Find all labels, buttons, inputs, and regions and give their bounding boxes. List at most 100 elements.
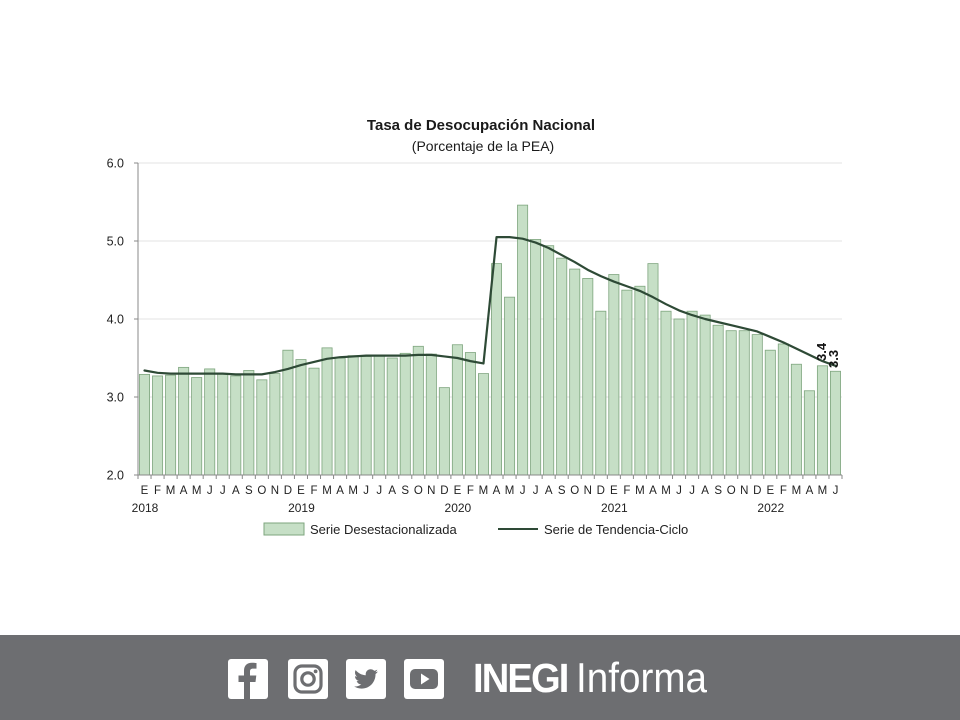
- bar: [308, 367, 320, 476]
- axes: [137, 163, 842, 476]
- year-labels: 2018 2019 2020 2021 2022: [132, 501, 785, 515]
- month-label: J: [363, 485, 369, 497]
- bar: [582, 278, 594, 476]
- month-label: S: [245, 485, 253, 497]
- month-label: A: [806, 485, 814, 497]
- legend-swatch-bars: [263, 522, 305, 536]
- data-label-trend: 3.4: [814, 342, 829, 361]
- bar: [504, 296, 516, 476]
- chart-subtitle: (Porcentaje de la PEA): [412, 138, 554, 154]
- bar: [347, 355, 359, 476]
- month-label: J: [220, 485, 226, 497]
- y-tick-label: 4.0: [107, 313, 124, 327]
- bar: [464, 352, 476, 476]
- bar: [491, 263, 502, 476]
- month-label: M: [818, 485, 828, 497]
- youtube-icon[interactable]: [404, 659, 444, 699]
- bar: [751, 334, 763, 476]
- footer-bar: INEGI Informa: [0, 635, 960, 720]
- chart-area: Tasa de Desocupación Nacional (Porcentaj…: [107, 117, 843, 537]
- bar: [816, 365, 828, 476]
- instagram-icon[interactable]: [288, 659, 328, 699]
- bar: [165, 374, 177, 476]
- month-label: E: [610, 485, 618, 497]
- year-label: 2022: [757, 501, 784, 515]
- trend-line-series: [143, 236, 837, 376]
- bar: [269, 373, 281, 476]
- bar-series: [139, 204, 841, 476]
- bar: [178, 366, 190, 476]
- bar: [451, 344, 463, 476]
- bar: [608, 274, 620, 476]
- y-tick-labels: 2.0 3.0 4.0 5.0 6.0: [107, 157, 124, 483]
- bar: [803, 390, 815, 476]
- inegi-informa-logo: INEGI Informa: [473, 650, 718, 706]
- month-label: S: [714, 485, 722, 497]
- month-label: N: [740, 485, 748, 497]
- data-label-seasonal: 3.3: [826, 350, 841, 368]
- month-label: A: [180, 485, 188, 497]
- bar: [204, 368, 216, 476]
- trend-line: [143, 236, 837, 376]
- twitter-icon[interactable]: [346, 659, 386, 699]
- bar: [295, 359, 307, 476]
- bar: [256, 379, 268, 476]
- month-label: M: [348, 485, 358, 497]
- data-labels: 3.4 3.3: [814, 342, 841, 368]
- chart-legend: Serie Desestacionalizada Serie de Tenden…: [263, 522, 688, 537]
- legend-label-bars: Serie Desestacionalizada: [310, 522, 457, 537]
- bar: [230, 375, 242, 476]
- month-label: A: [336, 485, 344, 497]
- month-label: O: [570, 485, 579, 497]
- month-label: J: [689, 485, 695, 497]
- bar: [438, 387, 450, 476]
- bar: [621, 289, 633, 476]
- facebook-icon[interactable]: [228, 659, 268, 699]
- month-label: J: [376, 485, 382, 497]
- month-label: F: [467, 485, 474, 497]
- bar: [334, 357, 346, 476]
- bar: [543, 245, 555, 476]
- bar: [595, 310, 607, 476]
- month-label: M: [322, 485, 332, 497]
- bar: [830, 370, 841, 476]
- month-label: O: [257, 485, 266, 497]
- month-label: A: [388, 485, 396, 497]
- brand-light-text: Informa: [575, 654, 707, 701]
- bar: [412, 345, 424, 476]
- bar: [556, 257, 568, 476]
- y-tick-label: 2.0: [107, 469, 124, 483]
- bar: [399, 352, 411, 476]
- month-label: N: [584, 485, 592, 497]
- month-label: F: [310, 485, 317, 497]
- month-label: A: [545, 485, 553, 497]
- y-tick-label: 3.0: [107, 391, 124, 405]
- year-label: 2021: [601, 501, 628, 515]
- bar: [139, 373, 150, 476]
- y-tick-label: 5.0: [107, 235, 124, 249]
- month-label: M: [792, 485, 802, 497]
- month-label: D: [284, 485, 292, 497]
- y-tick-label: 6.0: [107, 157, 124, 171]
- month-label: A: [232, 485, 240, 497]
- bar: [425, 353, 437, 476]
- month-label: E: [297, 485, 305, 497]
- month-label: D: [440, 485, 448, 497]
- month-label: A: [701, 485, 709, 497]
- month-label: N: [271, 485, 279, 497]
- bar: [217, 373, 229, 476]
- month-label: J: [833, 485, 839, 497]
- bar: [360, 356, 372, 476]
- month-label: M: [505, 485, 515, 497]
- bar: [660, 310, 672, 476]
- bar: [673, 318, 685, 476]
- month-label: A: [493, 485, 501, 497]
- bar: [373, 355, 385, 476]
- month-label: N: [427, 485, 435, 497]
- month-label: J: [533, 485, 539, 497]
- gridlines: [134, 162, 843, 479]
- bar: [699, 314, 711, 476]
- year-label: 2020: [445, 501, 472, 515]
- chart-title: Tasa de Desocupación Nacional: [367, 117, 595, 134]
